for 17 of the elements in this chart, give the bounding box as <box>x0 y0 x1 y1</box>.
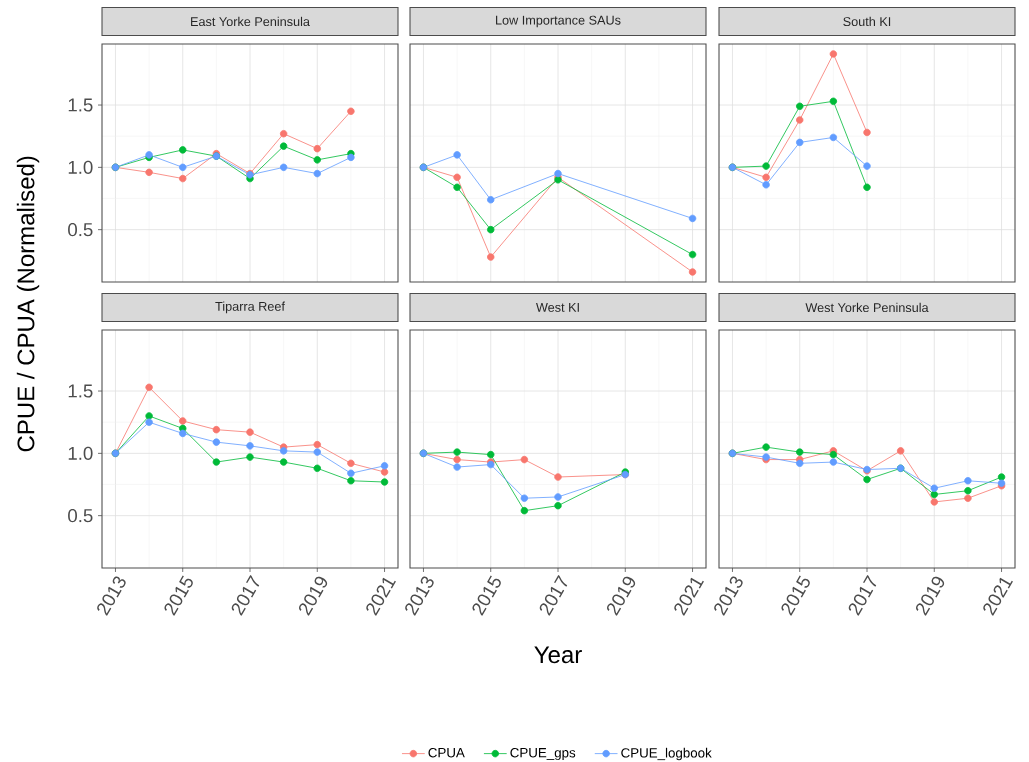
chart-title: South KI <box>843 16 891 27</box>
legend-label: CPUE_gps <box>510 747 576 761</box>
legend-label: CPUE_logbook <box>621 747 712 761</box>
y-tick-label: 0.5 <box>68 509 93 523</box>
x-axis-title: Year <box>534 646 582 664</box>
y-axis-title: CPUE / CPUA (Normalised) <box>16 156 40 452</box>
chart-title: West KI <box>536 303 579 312</box>
y-tick-label: 1.5 <box>68 384 93 398</box>
chart-title: West Yorke Peninsula <box>805 302 929 313</box>
chart-title: Tiparra Reef <box>215 301 285 314</box>
y-tick-label: 1.0 <box>68 446 93 460</box>
legend-label: CPUA <box>428 747 465 758</box>
chart-title: East Yorke Peninsula <box>191 16 310 27</box>
y-tick-label: 1.5 <box>68 98 93 112</box>
chart-title: Low Importance SAUs <box>496 15 621 28</box>
y-tick-label: 0.5 <box>68 223 93 237</box>
y-tick-label: 1.0 <box>68 160 93 174</box>
